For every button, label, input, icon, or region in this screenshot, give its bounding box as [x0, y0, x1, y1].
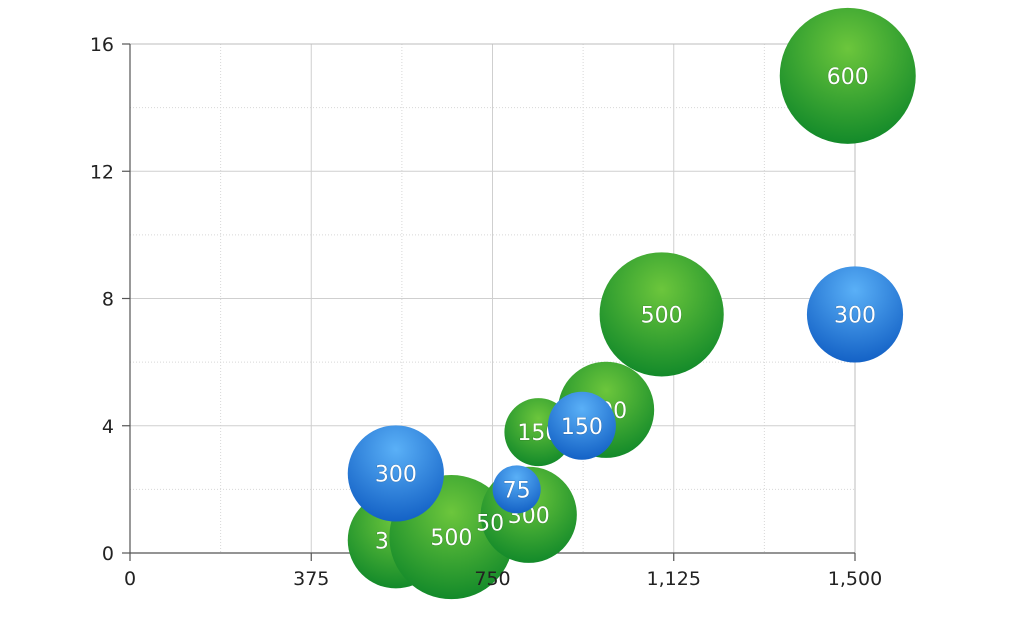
- x-tick-label: 1,500: [828, 568, 882, 590]
- bubble[interactable]: [779, 7, 916, 144]
- x-tick-label: 1,125: [647, 568, 701, 590]
- bubble[interactable]: [347, 425, 444, 522]
- x-tick-label: 0: [124, 568, 136, 590]
- bubble[interactable]: [599, 252, 724, 377]
- axes: [122, 43, 856, 561]
- bubbles: 3005003001503005006005030075150300: [347, 7, 916, 600]
- bubble-label: 500: [430, 526, 472, 551]
- bubble-label: 300: [375, 462, 417, 487]
- x-tick-label: 375: [293, 568, 329, 590]
- bubble-label: 300: [834, 303, 876, 328]
- bubble-label: 600: [827, 65, 869, 90]
- grid: [130, 44, 855, 553]
- y-tick-label: 0: [102, 543, 114, 565]
- y-tick-label: 16: [90, 34, 114, 56]
- tick-labels: 0 4 8 12 16 0 375 750 1,125 1,500: [90, 34, 882, 590]
- bubble-label: 150: [561, 415, 603, 440]
- x-tick-label: 750: [474, 568, 510, 590]
- y-tick-label: 4: [102, 416, 114, 438]
- bubble-label: 500: [641, 303, 683, 328]
- bubble[interactable]: [492, 465, 541, 514]
- y-tick-label: 8: [102, 289, 114, 311]
- bubble[interactable]: [547, 391, 616, 460]
- y-tick-label: 12: [90, 161, 114, 183]
- bubble[interactable]: [806, 266, 904, 363]
- bubble-label-partial: 50: [476, 512, 504, 537]
- bubble-label: 75: [503, 478, 531, 503]
